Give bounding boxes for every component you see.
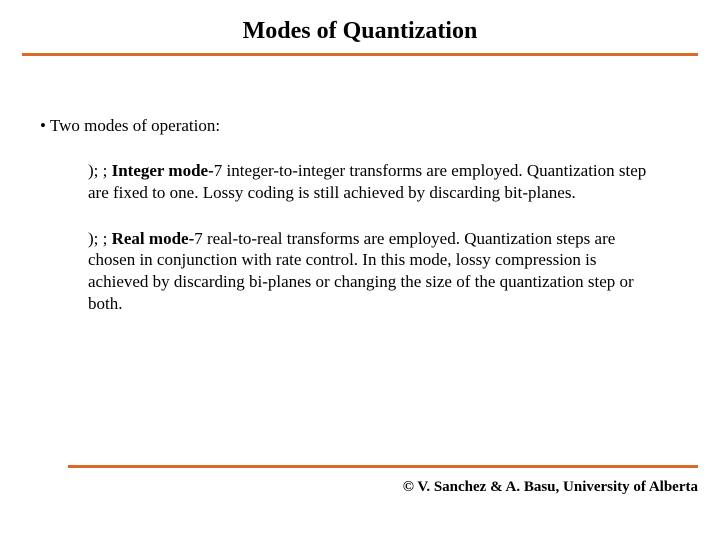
slide: Modes of Quantization • Two modes of ope… <box>0 0 720 540</box>
mode-item-real: ); ; Real mode-7 real-to-real transforms… <box>40 228 680 315</box>
bullet-marker: • <box>40 116 50 135</box>
arrow-icon: 7 <box>194 229 203 248</box>
item-marker: ); ; <box>88 161 112 180</box>
item-marker: ); ; <box>88 229 112 248</box>
item-label: Integer mode- <box>112 161 214 180</box>
intro-bullet: • Two modes of operation: <box>40 116 680 136</box>
item-label: Real mode- <box>112 229 195 248</box>
footer-text: © V. Sanchez & A. Basu, University of Al… <box>0 479 698 496</box>
slide-content: • Two modes of operation: ); ; Integer m… <box>0 56 720 315</box>
slide-title: Modes of Quantization <box>0 0 720 51</box>
footer-divider <box>68 465 698 468</box>
intro-text: Two modes of operation: <box>50 116 220 135</box>
mode-item-integer: ); ; Integer mode-7 integer-to-integer t… <box>40 160 680 204</box>
arrow-icon: 7 <box>214 161 223 180</box>
